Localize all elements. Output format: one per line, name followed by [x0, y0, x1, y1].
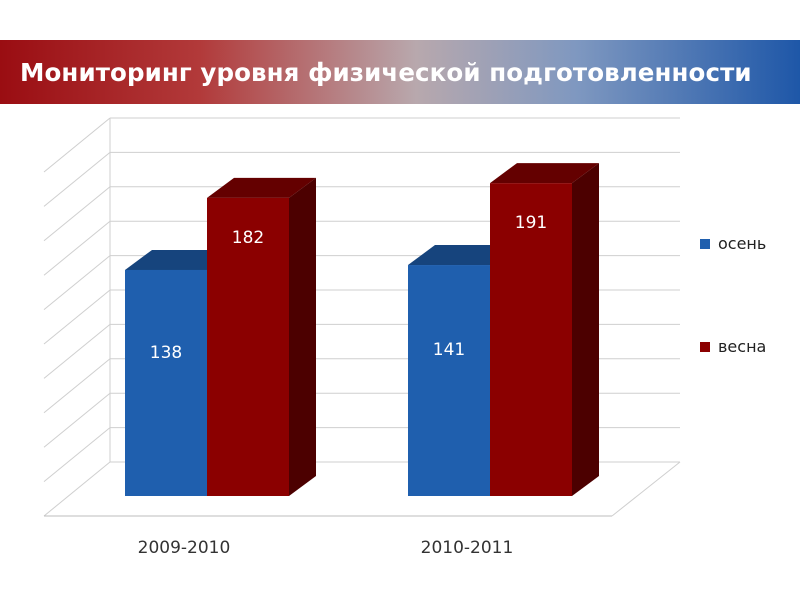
gridline [43, 289, 111, 345]
bar-top-face [125, 249, 234, 270]
bar [207, 177, 316, 496]
bar-top-face [408, 245, 517, 266]
slide-title: Мониторинг уровня физической подготовлен… [20, 57, 752, 87]
bar-front-face [408, 265, 490, 496]
bar-top-face [490, 163, 599, 184]
floor-edge [611, 461, 681, 517]
gridline [43, 220, 111, 276]
bar [490, 163, 599, 496]
legend-label: осень [718, 234, 766, 253]
gridline [43, 255, 111, 310]
gridline [43, 152, 111, 207]
gridline [43, 392, 111, 448]
category-label: 2009-2010 [138, 538, 231, 558]
legend-swatch [700, 342, 710, 352]
bar-front-face [490, 183, 572, 496]
data-label: 141 [433, 340, 465, 360]
bar-side-face [289, 177, 316, 496]
legend-label: весна [718, 337, 766, 356]
legend: осень весна [700, 234, 766, 356]
legend-swatch [700, 239, 710, 249]
gridline [43, 461, 111, 517]
gridline [43, 324, 111, 379]
bar-front-face [207, 197, 289, 496]
gridline [43, 427, 111, 482]
bar-front-face [125, 269, 207, 496]
data-label: 182 [232, 228, 264, 248]
data-label: 191 [515, 213, 547, 233]
gridline [43, 117, 111, 173]
title-banner: Мониторинг уровня физической подготовлен… [0, 40, 800, 104]
category-axis: 2009-2010 2010-2011 [138, 538, 514, 558]
gridline [43, 358, 111, 414]
bars [125, 163, 599, 496]
bar-top-face [207, 177, 316, 198]
data-label: 138 [150, 343, 182, 363]
data-labels: 138 182 141 191 [150, 213, 547, 363]
gridline [43, 186, 111, 242]
bar-side-face [572, 163, 599, 496]
category-label: 2010-2011 [421, 538, 514, 558]
